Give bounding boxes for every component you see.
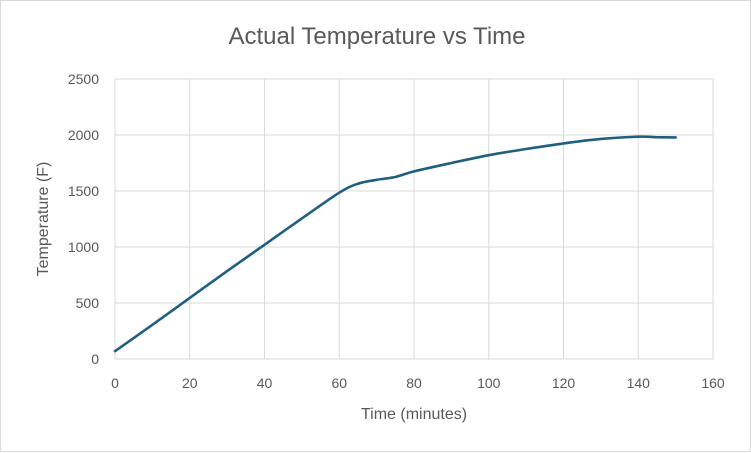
x-tick-label: 120 xyxy=(552,375,576,391)
chart-title: Actual Temperature vs Time xyxy=(228,23,525,50)
x-tick-label: 140 xyxy=(627,375,651,391)
x-tick-label: 0 xyxy=(111,375,119,391)
y-tick-label: 1500 xyxy=(68,183,99,199)
y-tick-label: 1000 xyxy=(68,239,99,255)
x-tick-label: 160 xyxy=(701,375,725,391)
x-tick-label: 100 xyxy=(477,375,501,391)
x-tick-label: 60 xyxy=(331,375,347,391)
y-tick-label: 2000 xyxy=(68,127,99,143)
gridlines xyxy=(114,78,714,360)
x-axis-label: Time (minutes) xyxy=(361,406,467,423)
y-tick-label: 500 xyxy=(76,295,100,311)
x-tick-label: 80 xyxy=(406,375,422,391)
y-axis-label: Temperature (F) xyxy=(35,162,52,277)
y-tick-label: 2500 xyxy=(68,71,99,87)
y-tick-label: 0 xyxy=(91,351,99,367)
tick-labels: 0 500 1000 1500 2000 2500 0 20 40 60 80 100 120 140 16… xyxy=(68,71,725,391)
series-layer xyxy=(113,135,677,353)
x-tick-label: 40 xyxy=(257,375,273,391)
series-line-actual-temperature xyxy=(113,135,677,353)
x-tick-label: 20 xyxy=(182,375,198,391)
